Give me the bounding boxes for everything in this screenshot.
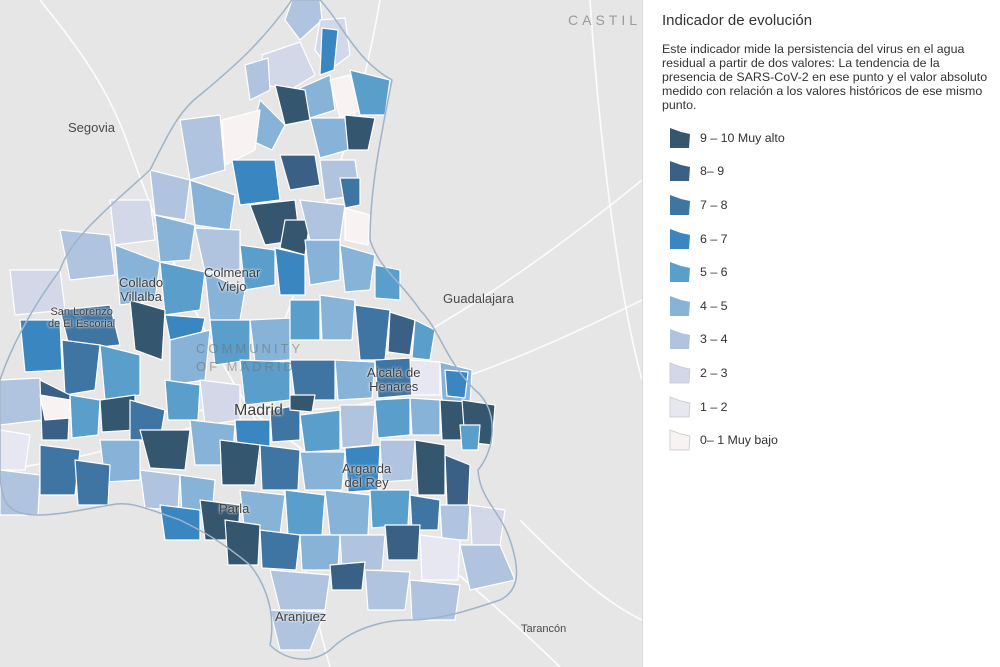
- legend-swatch: [669, 395, 691, 417]
- legend-item: 4 – 5: [662, 289, 988, 323]
- legend-label: 9 – 10 Muy alto: [700, 130, 785, 145]
- legend-label: 6 – 7: [700, 231, 728, 246]
- legend-label: 8– 9: [700, 164, 725, 179]
- legend-description: Este indicador mide la persistencia del …: [662, 42, 988, 112]
- map-label-segovia: Segovia: [68, 120, 115, 135]
- legend-item: 1 – 2: [662, 390, 988, 424]
- map-label-alcala: Alcalá de Henares: [367, 365, 421, 394]
- legend-item: 0– 1 Muy bajo: [662, 423, 988, 457]
- map-label-collado-villalba: Collado Villalba: [119, 275, 164, 304]
- legend-label: 1 – 2: [700, 399, 728, 414]
- map-label-castilla: CASTIL LA MAN: [568, 12, 642, 28]
- map-label-madrid: Madrid: [234, 402, 283, 419]
- legend-item: 5 – 6: [662, 255, 988, 289]
- legend-label: 7 – 8: [700, 197, 728, 212]
- basemap: [0, 0, 642, 667]
- map-label-aranjuez: Aranjuez: [275, 609, 327, 624]
- legend-swatch: [670, 194, 690, 215]
- map-label-colmenar-viejo: Colmenar Viejo: [204, 265, 261, 294]
- legend-swatch: [670, 329, 690, 350]
- legend-classes: 9 – 10 Muy alto 8– 9 7 – 8 6 – 7 5 – 6 4 – 5 3…: [662, 121, 988, 457]
- legend-swatch: [670, 295, 690, 316]
- legend-title: Indicador de evolución: [662, 12, 813, 29]
- legend-panel: Indicador de evolución Este indicador mi…: [642, 0, 1000, 667]
- legend-item: 3 – 4: [662, 323, 988, 357]
- map-label-comunidad: COMMUNITY OF MADRID: [196, 341, 304, 374]
- legend-label: 0– 1 Muy bajo: [700, 433, 778, 448]
- legend-label: 3 – 4: [700, 332, 728, 347]
- region-outline: [0, 0, 518, 660]
- legend-swatch: [670, 127, 690, 148]
- legend-item: 2 – 3: [662, 356, 988, 390]
- map-label-parla: Parla: [219, 501, 250, 516]
- legend-item: 8– 9: [662, 155, 988, 189]
- legend-swatch: [669, 429, 691, 451]
- legend-label: 5 – 6: [700, 265, 728, 280]
- legend-item: 6 – 7: [662, 222, 988, 256]
- legend-label: 4 – 5: [700, 298, 728, 313]
- legend-item: 9 – 10 Muy alto: [662, 121, 988, 155]
- map-label-guadalajara: Guadalajara: [443, 291, 514, 306]
- legend-label: 2 – 3: [700, 365, 728, 380]
- municipality-polygons[interactable]: [0, 0, 516, 651]
- legend-swatch: [670, 262, 690, 283]
- legend-swatch: [670, 228, 690, 249]
- legend-swatch: [670, 161, 690, 182]
- map-label-tarancon: Tarancón: [521, 623, 567, 635]
- map-label-arganda: Arganda del Rey: [342, 461, 392, 490]
- legend-item: 7 – 8: [662, 188, 988, 222]
- legend-swatch: [669, 362, 691, 384]
- map-label-san-lorenzo: San Lorenzo de El Escorial: [48, 306, 116, 330]
- map-view[interactable]: CASTIL LA MAN Segovia Guadalajara Collad…: [0, 0, 642, 667]
